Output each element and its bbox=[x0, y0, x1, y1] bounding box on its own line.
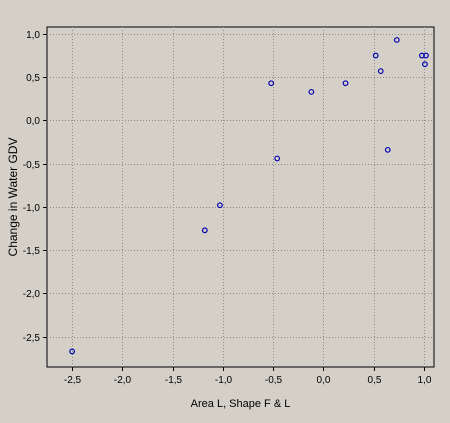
y-tick-label: 1,0 bbox=[26, 30, 40, 41]
data-point bbox=[342, 80, 349, 87]
data-point bbox=[268, 80, 275, 87]
data-point bbox=[201, 227, 208, 234]
y-axis-label: Change in Water GDV bbox=[6, 138, 20, 257]
y-tick-label: -1,0 bbox=[23, 203, 41, 214]
data-point bbox=[274, 155, 281, 162]
axes bbox=[43, 34, 425, 371]
data-point bbox=[423, 52, 429, 59]
x-tick-label: 1,0 bbox=[418, 375, 432, 386]
x-tick-label: -1,5 bbox=[165, 375, 183, 386]
x-tick-label: -2,0 bbox=[114, 375, 132, 386]
data-point bbox=[372, 52, 379, 59]
y-tick-label: 0,5 bbox=[26, 73, 40, 84]
x-tick-label: -2,5 bbox=[64, 375, 82, 386]
data-point bbox=[393, 37, 400, 43]
y-tick-label: 0,0 bbox=[26, 116, 40, 127]
data-points bbox=[69, 37, 429, 355]
data-point bbox=[422, 61, 428, 68]
y-tick-label: -2,0 bbox=[23, 289, 41, 300]
plot-area bbox=[46, 26, 435, 368]
x-tick-label: 0,5 bbox=[368, 375, 382, 386]
y-tick-label: -1,5 bbox=[23, 246, 41, 257]
data-point bbox=[308, 88, 315, 95]
data-point bbox=[69, 348, 76, 355]
y-tick-label: -0,5 bbox=[23, 160, 41, 171]
x-tick-label: 0,0 bbox=[317, 375, 331, 386]
data-point bbox=[377, 68, 384, 75]
x-axis-label: Area L, Shape F & L bbox=[191, 398, 291, 410]
x-tick-label: -0,5 bbox=[265, 375, 283, 386]
y-tick-label: -2,5 bbox=[23, 333, 41, 344]
data-point bbox=[384, 146, 391, 153]
x-tick-label: -1,0 bbox=[215, 375, 233, 386]
data-point bbox=[216, 202, 223, 209]
tick-labels: -2,5 -2,0 -1,5 -1,0 -0,5 0,0 0,5 1,0 1,0 0,5 0,0 -0… bbox=[23, 30, 432, 386]
